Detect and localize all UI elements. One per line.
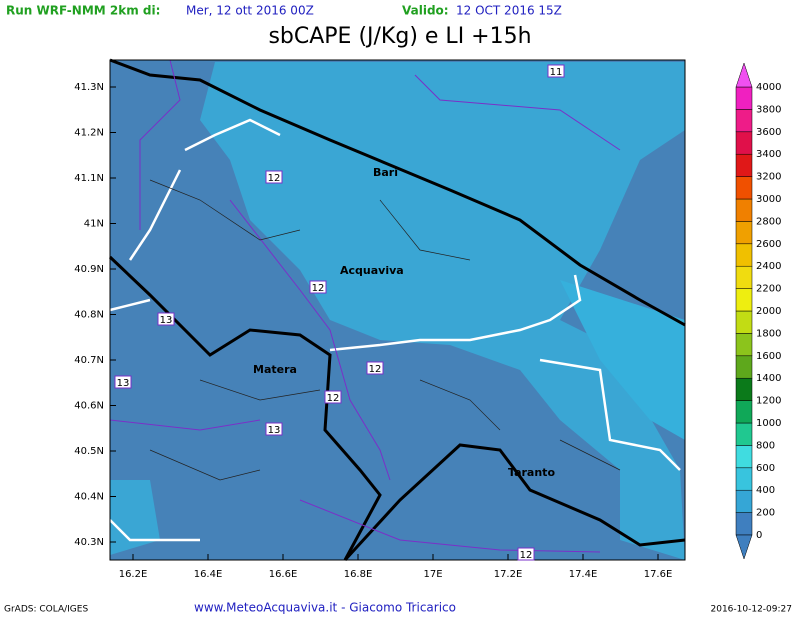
colorbar-label: 400 bbox=[756, 485, 775, 496]
colorbar-swatch bbox=[735, 400, 753, 424]
colorbar-swatch bbox=[735, 176, 753, 200]
lat-label: 40.4N bbox=[74, 492, 104, 503]
colorbar-swatch bbox=[735, 422, 753, 446]
place-label: Taranto bbox=[508, 466, 555, 479]
contour-label-box bbox=[517, 547, 535, 561]
footer-right: 2016-10-12-09:27 bbox=[711, 605, 793, 615]
contour-label: 12 bbox=[327, 393, 340, 404]
contour-label: 13 bbox=[268, 425, 281, 436]
contour-label-box bbox=[324, 390, 342, 404]
colorbar-swatch bbox=[735, 467, 753, 491]
lat-label: 40.9N bbox=[74, 264, 104, 275]
colorbar-label: 4000 bbox=[756, 82, 781, 93]
lat-label: 40.8N bbox=[74, 310, 104, 321]
colorbar-label: 3400 bbox=[756, 149, 781, 160]
colorbar-label: 3000 bbox=[756, 194, 781, 205]
lon-label: 16.8E bbox=[344, 569, 373, 580]
footer-center: www.MeteoAcquaviva.it - Giacomo Tricaric… bbox=[194, 601, 456, 615]
contour-label-box bbox=[114, 375, 132, 389]
colorbar-label: 1000 bbox=[756, 418, 781, 429]
colorbar-swatch bbox=[735, 109, 753, 133]
contour-label: 12 bbox=[369, 364, 382, 375]
contour-label-box bbox=[157, 312, 175, 326]
lon-label: 17.4E bbox=[569, 569, 598, 580]
lon-label: 17.2E bbox=[494, 569, 523, 580]
contour-label: 12 bbox=[268, 173, 281, 184]
contour-label-box bbox=[309, 280, 327, 294]
contour-label-box bbox=[366, 361, 384, 375]
lat-label: 41.1N bbox=[74, 173, 104, 184]
place-label: Matera bbox=[253, 363, 297, 376]
lon-label: 17.6E bbox=[644, 569, 673, 580]
colorbar-label: 1400 bbox=[756, 373, 781, 384]
colorbar-label: 1600 bbox=[756, 351, 781, 362]
colorbar-label: 3800 bbox=[756, 104, 781, 115]
colorbar-swatch bbox=[735, 355, 753, 379]
contour-label-box bbox=[547, 64, 565, 78]
lat-label: 41.2N bbox=[74, 128, 104, 139]
run-label: Run WRF-NMM 2km di: bbox=[6, 4, 160, 18]
run-date: Mer, 12 ott 2016 00Z bbox=[186, 4, 314, 18]
colorbar-label: 600 bbox=[756, 463, 775, 474]
colorbar-below bbox=[735, 534, 753, 560]
colorbar-label: 2200 bbox=[756, 284, 781, 295]
map-title: sbCAPE (J/Kg) e LI +15h bbox=[268, 24, 531, 49]
colorbar-swatch bbox=[735, 86, 753, 110]
colorbar-label: 3200 bbox=[756, 172, 781, 183]
footer-left: GrADS: COLA/IGES bbox=[4, 605, 88, 615]
lat-label: 40.7N bbox=[74, 355, 104, 366]
colorbar-swatch bbox=[735, 512, 753, 536]
colorbar-swatch bbox=[735, 198, 753, 222]
colorbar-label: 800 bbox=[756, 440, 775, 451]
place-label: Bari bbox=[373, 166, 398, 179]
valid-date: 12 OCT 2016 15Z bbox=[456, 4, 562, 18]
colorbar-swatch bbox=[735, 131, 753, 155]
colorbar-above bbox=[735, 62, 753, 88]
colorbar-swatch bbox=[735, 489, 753, 513]
colorbar-label: 0 bbox=[756, 530, 762, 541]
contour-label: 12 bbox=[520, 550, 533, 561]
lon-label: 17E bbox=[423, 569, 442, 580]
colorbar-label: 2800 bbox=[756, 216, 781, 227]
colorbar-label: 3600 bbox=[756, 127, 781, 138]
colorbar-swatch bbox=[735, 243, 753, 267]
colorbar-swatch bbox=[735, 445, 753, 469]
colorbar-label: 2000 bbox=[756, 306, 781, 317]
colorbar-label: 1800 bbox=[756, 328, 781, 339]
contour-label-box bbox=[265, 422, 283, 436]
contour-label-box bbox=[265, 170, 283, 184]
contour-label: 11 bbox=[550, 67, 563, 78]
colorbar-swatch bbox=[735, 288, 753, 312]
colorbar-swatch bbox=[735, 310, 753, 334]
valid-label: Valido: bbox=[402, 4, 449, 18]
contour-label: 13 bbox=[160, 315, 173, 326]
colorbar-swatch bbox=[735, 333, 753, 357]
lon-label: 16.4E bbox=[194, 569, 223, 580]
map-area bbox=[108, 58, 686, 562]
lat-label: 40.3N bbox=[74, 537, 104, 548]
colorbar-label: 1200 bbox=[756, 396, 781, 407]
map-frame bbox=[109, 59, 686, 561]
lat-label: 41N bbox=[84, 219, 104, 230]
contour-label: 12 bbox=[312, 283, 325, 294]
colorbar-swatch bbox=[735, 265, 753, 289]
colorbar-swatch bbox=[735, 153, 753, 177]
colorbar-label: 2400 bbox=[756, 261, 781, 272]
colorbar-label: 200 bbox=[756, 508, 775, 519]
lon-label: 16.6E bbox=[269, 569, 298, 580]
colorbar-label: 2600 bbox=[756, 239, 781, 250]
lat-label: 40.6N bbox=[74, 401, 104, 412]
lat-label: 40.5N bbox=[74, 446, 104, 457]
lat-label: 41.3N bbox=[74, 82, 104, 93]
colorbar-swatch bbox=[735, 377, 753, 401]
colorbar-swatch bbox=[735, 221, 753, 245]
contour-label: 13 bbox=[117, 378, 130, 389]
place-label: Acquaviva bbox=[340, 264, 404, 277]
lon-label: 16.2E bbox=[119, 569, 148, 580]
